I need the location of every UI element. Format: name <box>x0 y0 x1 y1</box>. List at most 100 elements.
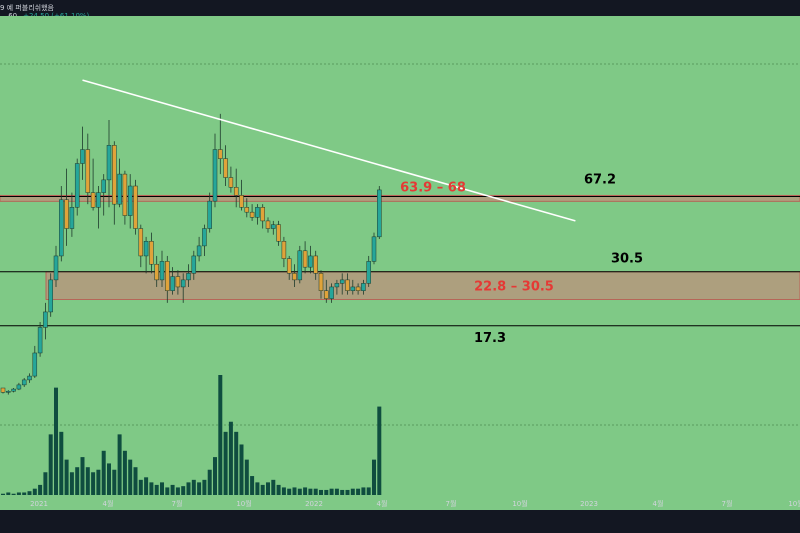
candle <box>101 174 106 216</box>
candle <box>74 158 80 216</box>
candle <box>366 255 371 287</box>
candle <box>228 166 234 193</box>
volume-bar <box>319 489 323 495</box>
volume-bar <box>186 482 191 495</box>
header-bar: 9 예 퍼블리쉬했음 .60+24.50 (+61.10%) <box>0 0 800 20</box>
chart-title: 9 예 퍼블리쉬했음 <box>0 4 54 12</box>
zone-label-lower: 22.8 – 30.5 <box>474 280 554 295</box>
candle <box>11 388 16 393</box>
volume-bar <box>32 488 37 495</box>
candle <box>117 158 122 208</box>
volume-bars <box>1 375 382 495</box>
volume-bar <box>356 488 361 495</box>
volume-bar <box>59 431 64 495</box>
volume-bar <box>1 493 5 495</box>
volume-bar <box>202 479 207 495</box>
price-chart[interactable]: 63.9 – 68 22.8 – 30.5 67.2 30.5 17.3 2021 4월 7… <box>0 16 800 533</box>
volume-bar <box>361 487 366 495</box>
volume-bar <box>170 484 175 495</box>
candle <box>90 158 96 211</box>
candle <box>149 232 154 274</box>
volume-bar <box>96 469 101 495</box>
volume-bar <box>80 457 85 495</box>
volume-bar <box>281 487 286 495</box>
level-label-30: 30.5 <box>611 252 643 267</box>
candle <box>218 113 223 175</box>
candle <box>265 217 271 233</box>
candle <box>32 345 38 378</box>
volume-bar <box>48 434 53 495</box>
volume-bar <box>165 487 170 495</box>
candle <box>223 145 228 187</box>
candle <box>127 174 133 229</box>
volume-bar <box>101 450 106 495</box>
level-label-67: 67.2 <box>584 172 616 187</box>
volume-bar <box>260 484 265 495</box>
volume-bar <box>91 472 96 495</box>
zone-label-upper: 63.9 – 68 <box>400 180 466 195</box>
volume-bar <box>154 484 159 495</box>
volume-bar <box>350 488 355 495</box>
volume-bar <box>276 484 281 495</box>
volume-bar <box>191 479 196 495</box>
candle <box>0 387 6 394</box>
candle <box>324 279 329 303</box>
candle <box>48 273 53 317</box>
volume-bar <box>213 457 217 495</box>
volume-bar <box>175 487 180 495</box>
x-tick-label: 4월 <box>377 499 388 508</box>
candle <box>159 250 165 287</box>
volume-bar <box>11 493 16 495</box>
volume-bar <box>38 484 43 495</box>
candle <box>69 192 75 237</box>
candle <box>37 321 43 357</box>
zone-0 <box>0 194 800 202</box>
volume-bar <box>266 482 270 495</box>
volume-bar <box>366 487 371 495</box>
x-tick-label: 10월 <box>512 499 527 508</box>
volume-bar <box>223 431 228 495</box>
volume-bar <box>43 472 48 495</box>
candle <box>339 273 345 295</box>
x-tick-label: 4월 <box>103 499 114 508</box>
candle <box>43 302 48 340</box>
candle <box>202 224 207 256</box>
candle <box>212 133 218 208</box>
candle <box>196 236 202 262</box>
volume-bar <box>271 479 276 495</box>
volume-bar <box>287 488 292 495</box>
volume-bar <box>377 406 382 495</box>
candle <box>85 133 91 205</box>
volume-bar <box>329 488 334 495</box>
trendline <box>82 79 576 222</box>
volume-bar <box>122 450 127 495</box>
candle <box>6 390 11 395</box>
volume-bar <box>138 479 143 495</box>
plot-background <box>0 16 800 510</box>
volume-bar <box>345 489 350 495</box>
volume-bar <box>149 482 154 495</box>
candle <box>180 273 186 303</box>
volume-bar <box>244 459 249 495</box>
candle <box>355 283 361 295</box>
candle <box>260 204 265 229</box>
candle <box>297 245 303 284</box>
candle <box>313 250 318 280</box>
candle <box>143 236 149 274</box>
x-tick-label: 7월 <box>172 499 183 508</box>
volume-bar <box>133 467 138 495</box>
candle <box>186 264 191 287</box>
volume-bar <box>228 421 233 495</box>
candle <box>334 279 340 295</box>
volume-bar <box>64 459 69 495</box>
candle <box>21 377 27 387</box>
candle <box>318 270 324 299</box>
volume-bar <box>22 492 27 495</box>
x-tick-label: 7월 <box>446 499 457 508</box>
x-tick-label: 2022 <box>305 500 323 508</box>
zone-1 <box>45 271 800 300</box>
volume-bar <box>16 492 21 495</box>
volume-bar <box>308 488 313 495</box>
x-tick-label: 10월 <box>788 499 800 508</box>
volume-bar <box>117 434 122 495</box>
